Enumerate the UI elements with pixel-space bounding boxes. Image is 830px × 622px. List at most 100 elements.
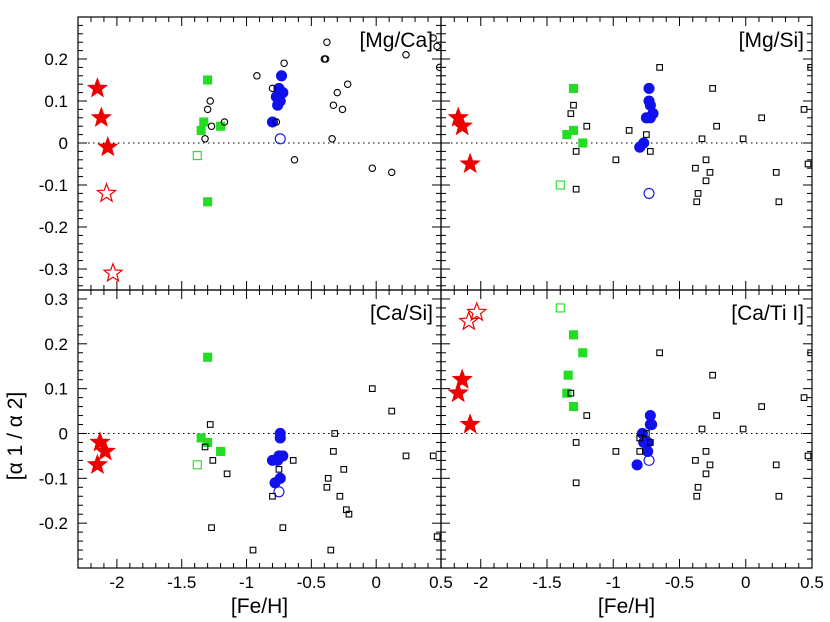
panel-frame	[441, 17, 812, 290]
black-open-square-point	[341, 467, 347, 473]
black-open-circle-point	[344, 81, 350, 87]
black-open-square-point	[759, 404, 765, 410]
black-open-square-point	[209, 525, 215, 531]
y-tick-label: -0.3	[39, 260, 68, 279]
black-open-square-point	[707, 170, 713, 176]
black-open-square-point	[805, 453, 811, 459]
panel-frame	[78, 290, 441, 568]
black-open-square-point	[430, 453, 436, 459]
green-filled-square-point	[570, 403, 578, 411]
blue-filled-circle-point	[643, 446, 653, 456]
black-open-square-point	[694, 199, 700, 205]
black-open-square-point	[403, 453, 409, 459]
black-open-square-point	[332, 431, 338, 437]
x-tick-label: -1	[606, 573, 621, 592]
black-open-square-point	[657, 350, 663, 356]
black-open-square-point	[695, 484, 701, 490]
y-tick-label: 0.1	[44, 92, 68, 111]
black-open-circle-point	[334, 89, 340, 95]
blue-open-circle-point	[275, 134, 285, 144]
green-filled-square-point	[563, 131, 571, 139]
black-open-square-point	[710, 372, 716, 378]
x-tick-label: -2	[473, 573, 488, 592]
black-open-square-point	[699, 136, 705, 142]
green-filled-square-point	[564, 371, 572, 379]
green-filled-square-point	[579, 349, 587, 357]
y-tick-label: -0.1	[39, 469, 68, 488]
blue-filled-circle-point	[632, 460, 642, 470]
black-open-square-point	[210, 458, 216, 464]
black-open-circle-point	[281, 60, 287, 66]
black-open-square-point	[759, 115, 765, 121]
black-open-square-point	[207, 422, 213, 428]
black-open-square-point	[324, 484, 330, 490]
black-open-circle-point	[204, 106, 210, 112]
alpha-ratio-figure: [α 1 / α 2] -0.3-0.2-0.100.10.2[Mg/Ca] [M…	[0, 0, 830, 622]
black-open-square-point	[710, 86, 716, 92]
green-filled-square-point	[579, 139, 587, 147]
panel-title: [Mg/Ca]	[359, 29, 433, 52]
blue-open-circle-point	[644, 455, 654, 465]
black-open-square-point	[693, 458, 699, 464]
black-open-square-point	[571, 102, 577, 108]
x-tick-label: 0	[371, 573, 380, 592]
black-open-square-point	[657, 65, 663, 71]
x-tick-label: -1.5	[167, 573, 196, 592]
red-filled-star-point	[88, 455, 106, 472]
green-open-square-point	[556, 181, 564, 189]
green-filled-square-point	[200, 118, 208, 126]
y-axis-label: [α 1 / α 2]	[4, 392, 27, 480]
green-filled-square-point	[217, 447, 225, 455]
black-open-square-point	[693, 165, 699, 171]
black-open-square-point	[776, 199, 782, 205]
black-open-square-point	[325, 476, 331, 482]
y-tick-label: -0.2	[39, 218, 68, 237]
black-open-circle-point	[202, 136, 208, 142]
data-points	[88, 353, 440, 553]
black-open-square-point	[613, 157, 619, 163]
black-open-square-point	[290, 458, 296, 464]
red-filled-star-point	[99, 138, 117, 155]
blue-filled-circle-point	[273, 455, 283, 465]
red-open-star-point	[460, 312, 478, 329]
panel-2: -0.2 -0.1 0 0.1 0.2 0.3 -2 -1.5 -1 -0.5 0 0.5 [Fe/H]…	[39, 290, 453, 618]
green-filled-square-point	[204, 353, 212, 361]
black-open-square-point	[714, 413, 720, 419]
black-open-circle-point	[291, 157, 297, 163]
panel-title: [Ca/Si]	[370, 302, 433, 325]
black-open-square-point	[637, 449, 643, 455]
panel-frame	[441, 290, 812, 568]
black-open-square-point	[703, 471, 709, 477]
green-filled-square-point	[197, 126, 205, 134]
x-tick-label: 0.5	[800, 573, 824, 592]
black-open-square-point	[224, 471, 230, 477]
black-open-square-point	[276, 467, 282, 473]
green-open-square-point	[193, 461, 201, 469]
black-open-square-point	[773, 462, 779, 468]
black-open-square-point	[573, 186, 579, 192]
green-filled-square-point	[204, 76, 212, 84]
green-filled-square-point	[570, 331, 578, 339]
y-tick-label: 0	[59, 424, 68, 443]
black-open-square-point	[337, 493, 343, 499]
black-open-square-point	[805, 161, 811, 167]
black-open-square-point	[703, 178, 709, 184]
x-tick-label: -0.5	[297, 573, 326, 592]
black-open-square-point	[568, 111, 574, 117]
black-open-square-point	[331, 449, 337, 455]
blue-filled-circle-point	[277, 71, 287, 81]
black-open-square-point	[434, 534, 440, 540]
green-open-square-point	[556, 304, 564, 312]
black-open-square-point	[328, 547, 334, 553]
blue-filled-circle-point	[635, 142, 645, 152]
black-open-square-point	[703, 157, 709, 163]
data-points	[449, 65, 813, 205]
black-open-square-point	[573, 149, 579, 155]
x-tick-label: 0.5	[429, 573, 453, 592]
panel-title: [Mg/Si]	[739, 29, 804, 52]
black-open-square-point	[740, 426, 746, 432]
panel-frame	[78, 17, 441, 290]
y-tick-label: -0.1	[39, 176, 68, 195]
black-open-square-point	[694, 493, 700, 499]
black-open-square-point	[776, 493, 782, 499]
